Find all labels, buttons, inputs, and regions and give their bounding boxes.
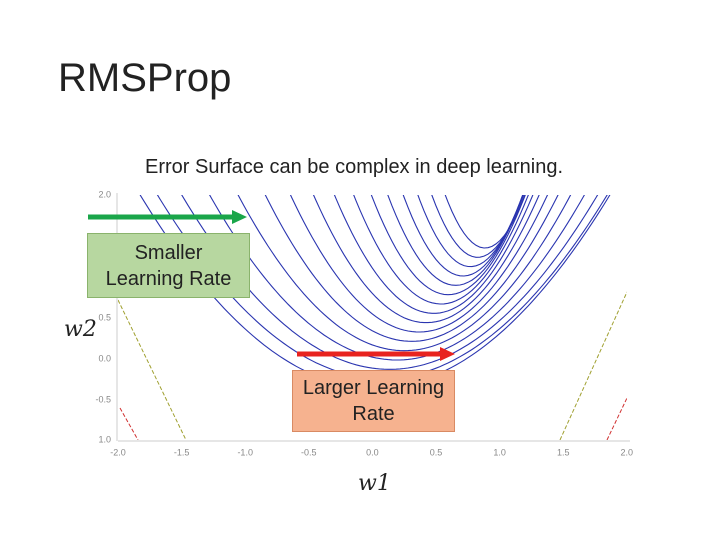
contour bbox=[606, 397, 627, 440]
x-tick-label: 2.0 bbox=[621, 447, 634, 457]
contour bbox=[237, 195, 572, 352]
contour bbox=[209, 195, 585, 361]
smaller-lr-box: Smaller Learning Rate bbox=[87, 233, 250, 298]
y-tick-label: 1.0 bbox=[98, 434, 111, 444]
y-axis-label: w2 bbox=[64, 317, 97, 342]
y-tick-label: 0.5 bbox=[98, 312, 111, 322]
annotation: Larger Learning Rate bbox=[302, 377, 445, 425]
y-tick-label: -0.5 bbox=[95, 394, 111, 404]
contour bbox=[370, 195, 526, 296]
contour bbox=[118, 299, 187, 440]
red-arrowhead bbox=[440, 347, 455, 361]
x-tick-label: 0.0 bbox=[366, 447, 379, 457]
green-arrowhead bbox=[232, 210, 247, 224]
title: RMSProp bbox=[58, 56, 232, 100]
contour bbox=[312, 195, 540, 324]
contour bbox=[333, 195, 534, 314]
y-tick-label: 2.0 bbox=[98, 189, 111, 199]
contour bbox=[559, 291, 627, 440]
contour bbox=[119, 407, 139, 440]
x-tick-label: -1.0 bbox=[237, 447, 253, 457]
x-axis-label: w1 bbox=[358, 471, 391, 496]
x-tick-label: 1.5 bbox=[557, 447, 570, 457]
larger-lr-box: Larger Learning Rate bbox=[292, 370, 455, 432]
contour bbox=[353, 195, 529, 305]
x-tick-label: -0.5 bbox=[301, 447, 317, 457]
y-tick-label: 0.0 bbox=[98, 353, 111, 363]
x-tick-label: 1.0 bbox=[493, 447, 506, 457]
subtitle: Error Surface can be complex in deep lea… bbox=[145, 156, 564, 178]
x-tick-label: -2.0 bbox=[110, 447, 126, 457]
x-tick-label: -1.5 bbox=[174, 447, 190, 457]
x-tick-label: 0.5 bbox=[430, 447, 443, 457]
contour bbox=[264, 195, 559, 342]
contour bbox=[444, 195, 526, 249]
contour bbox=[181, 195, 599, 370]
contour bbox=[289, 195, 549, 333]
annotation: Smaller Learning Rate bbox=[105, 241, 232, 290]
